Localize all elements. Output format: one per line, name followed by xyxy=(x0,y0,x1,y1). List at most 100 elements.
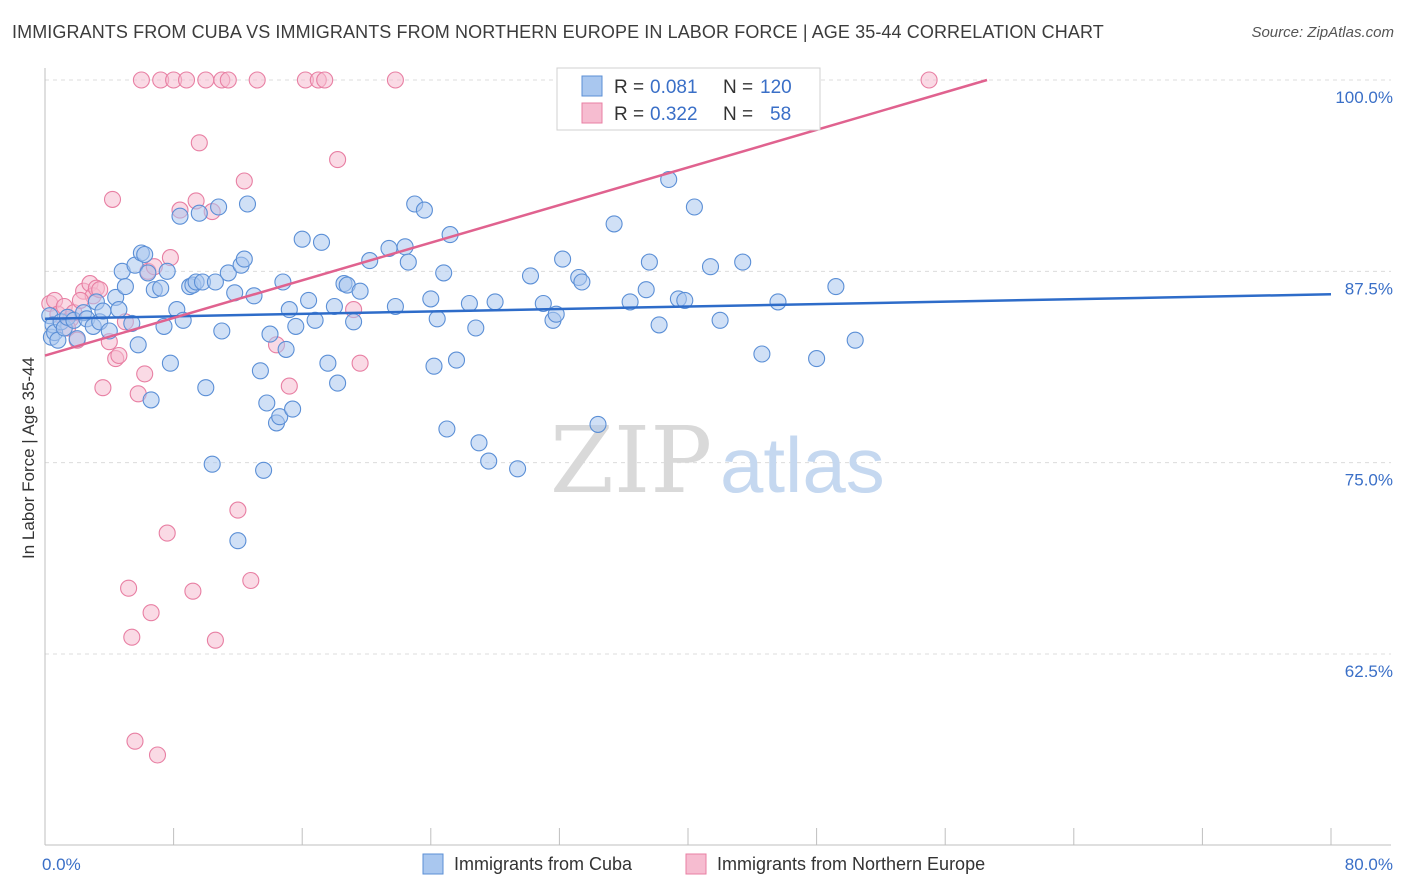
data-point xyxy=(203,455,221,473)
data-point xyxy=(312,233,331,251)
data-point xyxy=(148,746,167,764)
data-point xyxy=(650,316,668,334)
data-point xyxy=(415,201,433,219)
data-point xyxy=(329,374,347,392)
data-point xyxy=(422,290,440,308)
data-point xyxy=(753,345,771,363)
legend-r-value-northern-europe: 0.322 xyxy=(650,104,698,125)
data-point xyxy=(136,245,154,264)
data-point xyxy=(248,71,266,89)
data-point xyxy=(640,253,658,271)
data-point xyxy=(161,354,179,372)
data-point xyxy=(534,294,552,313)
data-point xyxy=(685,198,703,216)
data-point xyxy=(94,379,112,397)
data-point xyxy=(258,394,276,412)
trendlines xyxy=(44,78,1332,357)
data-point xyxy=(319,354,337,372)
legend-swatch-northern-europe xyxy=(581,102,603,124)
y-axis-title: In Labor Force | Age 35-44 xyxy=(19,357,38,559)
data-point xyxy=(428,310,446,328)
data-point xyxy=(235,250,253,268)
data-point xyxy=(110,346,128,365)
data-point xyxy=(177,71,196,89)
trendline-northern-europe xyxy=(44,78,988,357)
data-point xyxy=(197,71,215,89)
data-point xyxy=(827,278,845,296)
data-point xyxy=(103,190,122,208)
data-point xyxy=(255,461,273,479)
gridlines xyxy=(45,79,1391,655)
legend-r-label-cuba: R = xyxy=(614,77,644,98)
data-point xyxy=(120,579,138,597)
data-point xyxy=(129,336,147,354)
data-point xyxy=(158,524,176,542)
data-point xyxy=(219,264,237,282)
legend-r-label-northern-europe: R = xyxy=(614,104,644,125)
legend-swatch-cuba xyxy=(581,75,603,97)
data-point xyxy=(206,273,224,291)
data-point xyxy=(734,253,752,271)
legend-n-value-cuba: 120 xyxy=(760,77,792,98)
y-tick-label: 100.0% xyxy=(1335,88,1393,107)
legend-n-label-cuba: N = xyxy=(723,77,753,98)
data-point xyxy=(509,460,527,478)
bottom-legend-swatch-northern-europe xyxy=(685,853,707,875)
legend-n-label-northern-europe: N = xyxy=(723,104,753,125)
bottom-legend: Immigrants from Cuba Immigrants from Nor… xyxy=(422,853,985,875)
bottom-legend-label-northern-europe: Immigrants from Northern Europe xyxy=(717,854,985,874)
data-point xyxy=(480,452,498,470)
data-point xyxy=(621,293,639,311)
watermark-zip: ZIP xyxy=(550,407,712,514)
data-point xyxy=(132,71,150,89)
data-point xyxy=(711,311,729,329)
data-point xyxy=(554,250,572,268)
trendline-cuba xyxy=(44,293,1332,321)
data-point xyxy=(351,354,369,372)
data-point xyxy=(808,350,826,368)
data-point xyxy=(271,408,289,426)
data-point xyxy=(206,631,224,649)
data-point xyxy=(435,264,453,282)
y-tick-labels: 62.5% 75.0% 87.5% 100.0% xyxy=(1335,88,1393,681)
data-point xyxy=(136,365,154,383)
data-point xyxy=(300,291,318,309)
x-tick-label: 80.0% xyxy=(1345,855,1393,874)
legend-r-value-cuba: 0.081 xyxy=(650,77,698,98)
data-point xyxy=(277,340,295,358)
data-point xyxy=(123,628,141,646)
series-northern-europe-points xyxy=(41,71,938,764)
data-point xyxy=(351,282,369,300)
data-point xyxy=(589,415,607,433)
data-point xyxy=(210,198,228,216)
data-point xyxy=(605,215,623,233)
bottom-legend-label-cuba: Immigrants from Cuba xyxy=(454,854,633,874)
data-point xyxy=(676,291,694,309)
data-point xyxy=(158,262,176,280)
data-point xyxy=(251,362,269,380)
data-point xyxy=(110,301,128,319)
data-point xyxy=(306,311,324,329)
data-point xyxy=(126,732,144,750)
data-point xyxy=(293,230,311,248)
x-tick-labels: 0.0% 80.0% xyxy=(42,855,1393,874)
data-point xyxy=(229,501,247,519)
source-label: Source: ZipAtlas.com xyxy=(1251,24,1394,41)
data-point xyxy=(329,151,347,169)
data-point xyxy=(287,317,305,335)
data-point xyxy=(219,71,237,89)
data-point xyxy=(171,207,189,225)
data-point xyxy=(846,331,864,349)
data-point xyxy=(190,134,208,152)
data-point xyxy=(235,172,253,190)
data-point xyxy=(197,379,215,397)
data-point xyxy=(116,278,134,296)
data-point xyxy=(701,258,720,276)
x-tick-label: 0.0% xyxy=(42,855,81,874)
data-point xyxy=(284,400,302,418)
data-point xyxy=(425,357,443,375)
data-point xyxy=(190,204,208,222)
data-point xyxy=(316,71,334,89)
data-point xyxy=(438,420,456,438)
